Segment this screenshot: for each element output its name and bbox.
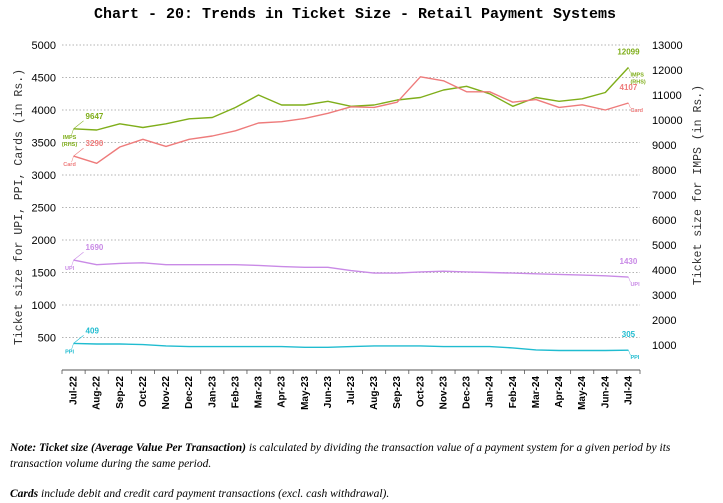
x-tick-label: Apr-24 — [554, 376, 565, 408]
y-left-tick-label: 5000 — [32, 40, 56, 52]
series-tag-start-upi: UPI — [65, 266, 75, 272]
y-axis-left-title: Ticket size for UPI, PPI, Cards (in Rs.) — [13, 69, 26, 345]
y-left-tick-label: 2500 — [32, 203, 56, 215]
x-tick-label: Apr-23 — [277, 376, 288, 408]
x-tick-label: Nov-22 — [161, 376, 172, 410]
leader-line — [628, 102, 631, 109]
x-tick-label: May-23 — [300, 376, 311, 410]
x-tick-label: May-24 — [577, 376, 588, 410]
note-ticket-size-term: Note: Ticket size (Average Value Per Tra… — [10, 442, 246, 454]
y-left-tick-label: 3500 — [32, 138, 56, 150]
chart-notes: Note: Ticket size (Average Value Per Tra… — [10, 440, 715, 502]
y-right-tick-label: 3000 — [652, 290, 676, 302]
series-line-ppi — [73, 342, 629, 352]
start-value-label-imps: 9647 — [86, 112, 104, 121]
leader-line — [71, 260, 74, 267]
series-tag-start-ppi: PPI — [65, 349, 74, 355]
y-left-tick-label: 1000 — [32, 300, 56, 312]
leader-line — [628, 67, 631, 73]
leader-line — [628, 350, 631, 356]
x-tick-label: Sep-22 — [115, 376, 126, 409]
note-cards: Cards include debit and credit card paym… — [10, 486, 715, 502]
start-value-label-upi: 1690 — [86, 243, 104, 252]
x-tick-label: Feb-23 — [230, 376, 241, 409]
y-left-tick-label: 3000 — [32, 170, 56, 182]
y-right-tick-label: 6000 — [652, 215, 676, 227]
x-tick-label: Jan-23 — [207, 376, 218, 408]
series-tag-start-card: Card — [63, 162, 76, 168]
x-tick-label: Mar-23 — [254, 376, 265, 409]
note-cards-text: include debit and credit card payment tr… — [38, 488, 390, 500]
ticket-size-chart: Chart - 20: Trends in Ticket Size - Reta… — [13, 6, 705, 410]
axes: 500 1000 1500 2000 2500 3000 3500 4000 4500 5000 1… — [32, 40, 683, 410]
x-tick-label: Jul-23 — [346, 376, 357, 405]
x-tick-label: Jan-24 — [485, 376, 496, 408]
series-tag-end-upi: UPI — [630, 282, 640, 288]
end-value-label-imps: 12099 — [617, 48, 640, 57]
y-right-tick-label: 8000 — [652, 165, 676, 177]
y-right-tick-label: 9000 — [652, 140, 676, 152]
note-ticket-size-text: is calculated by dividing the transactio… — [10, 442, 671, 470]
series-tag-start-sub-imps: (RHS) — [62, 142, 77, 148]
x-tick-label: Feb-24 — [508, 376, 519, 409]
x-tick-label: Jul-24 — [623, 376, 634, 405]
start-value-label-card: 3290 — [86, 139, 104, 148]
y-right-tick-label: 4000 — [652, 265, 676, 277]
y-right-tick-label: 13000 — [652, 40, 683, 52]
x-tick-label: Dec-23 — [462, 376, 473, 409]
x-tick-label: Oct-22 — [138, 376, 149, 408]
series-annotations: 964712099IMPS(RHS)IMPS(RHS)32904107CardC… — [62, 48, 646, 362]
start-value-label-ppi: 409 — [86, 326, 100, 335]
y-right-tick-label: 11000 — [652, 90, 682, 102]
x-tick-label: Nov-23 — [438, 376, 449, 410]
note-cards-term: Cards — [10, 488, 39, 500]
x-tick-label: Aug-23 — [369, 376, 380, 410]
x-tick-label: Oct-23 — [415, 376, 426, 408]
leader-line — [71, 156, 74, 163]
y-right-tick-label: 5000 — [652, 240, 676, 252]
y-left-tick-label: 1500 — [32, 268, 56, 280]
x-tick-label: Dec-22 — [184, 376, 195, 409]
chart-title: Chart - 20: Trends in Ticket Size - Reta… — [94, 6, 616, 23]
series-line-card — [73, 76, 629, 164]
note-ticket-size: Note: Ticket size (Average Value Per Tra… — [10, 440, 715, 472]
y-right-tick-label: 10000 — [652, 115, 683, 127]
series-tag-end-imps: IMPS — [630, 73, 644, 79]
x-tick-label: Jun-24 — [600, 376, 611, 409]
y-left-tick-label: 4000 — [32, 105, 56, 117]
leader-line — [73, 147, 84, 157]
leader-line — [71, 343, 74, 350]
y-left-tick-label: 500 — [38, 333, 56, 345]
end-value-label-upi: 1430 — [620, 257, 638, 266]
series-tag-end-sub-imps: (RHS) — [630, 80, 645, 86]
y-right-tick-label: 2000 — [652, 315, 676, 327]
series-line-imps — [73, 67, 629, 131]
x-tick-label: Jun-23 — [323, 376, 334, 409]
leader-line — [628, 276, 631, 283]
leader-line — [73, 335, 84, 344]
y-right-tick-label: 12000 — [652, 65, 683, 77]
leader-line — [73, 120, 84, 130]
y-right-tick-label: 1000 — [652, 340, 676, 352]
x-tick-label: Mar-24 — [531, 376, 542, 409]
y-axis-right-title: Ticket size for IMPS (in Rs.) — [692, 85, 705, 285]
y-left-tick-label: 2000 — [32, 235, 56, 247]
end-value-label-card: 4107 — [620, 83, 638, 92]
series-tag-end-card: Card — [630, 108, 643, 114]
series-line-upi — [73, 259, 629, 278]
x-tick-label: Aug-22 — [92, 376, 103, 410]
series-tag-start-imps: IMPS — [63, 135, 77, 141]
y-right-tick-label: 7000 — [652, 190, 676, 202]
leader-line — [71, 128, 74, 135]
end-value-label-ppi: 305 — [622, 330, 636, 339]
x-tick-label: Sep-23 — [392, 376, 403, 409]
gridlines — [62, 44, 640, 338]
series-lines — [73, 67, 629, 352]
leader-line — [73, 251, 84, 261]
x-tick-label: Jul-22 — [69, 376, 80, 405]
series-tag-end-ppi: PPI — [630, 355, 639, 361]
y-left-tick-label: 4500 — [32, 73, 56, 85]
